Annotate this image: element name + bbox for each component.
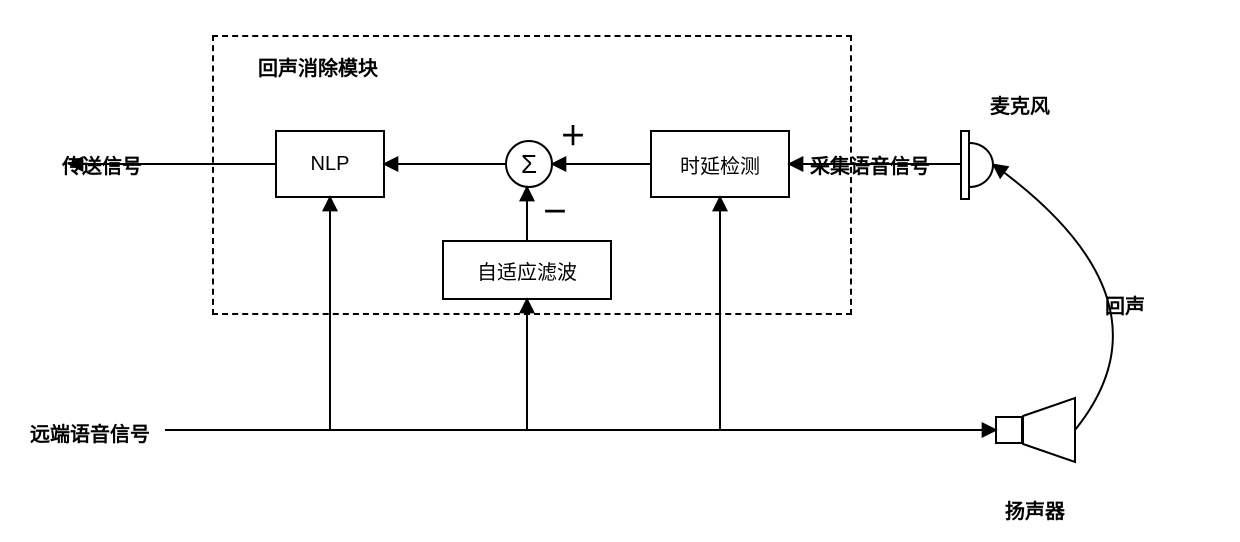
sigma-label: Σ <box>521 149 537 180</box>
transmit-signal-label: 传送信号 <box>62 150 142 179</box>
module-title: 回声消除模块 <box>258 52 378 81</box>
speaker-horn-icon <box>1023 398 1075 462</box>
microphone-icon <box>960 130 970 200</box>
far-end-signal-label: 远端语音信号 <box>30 418 150 447</box>
minus-sign: － <box>542 192 568 229</box>
plus-sign: ＋ <box>560 116 586 153</box>
delay-detect-node: 时延检测 <box>650 130 790 198</box>
delay-detect-label: 时延检测 <box>680 150 760 179</box>
capture-signal-label: 采集语音信号 <box>810 150 930 179</box>
adaptive-filter-label: 自适应滤波 <box>477 256 577 285</box>
echo-label: 回声 <box>1105 290 1145 319</box>
summing-junction: Σ <box>505 140 553 188</box>
adaptive-filter-node: 自适应滤波 <box>442 240 612 300</box>
nlp-node: NLP <box>275 130 385 198</box>
speaker-label: 扬声器 <box>1005 495 1065 524</box>
edge-echo-arc <box>994 165 1113 430</box>
microphone-cap-icon <box>970 142 994 188</box>
speaker-icon <box>995 416 1023 444</box>
nlp-label: NLP <box>311 153 350 176</box>
microphone-label: 麦克风 <box>990 90 1050 119</box>
diagram-canvas: 回声消除模块 NLP Σ ＋ － 时延检测 自适应滤波 传送信号 远端语音信号 … <box>0 0 1240 542</box>
